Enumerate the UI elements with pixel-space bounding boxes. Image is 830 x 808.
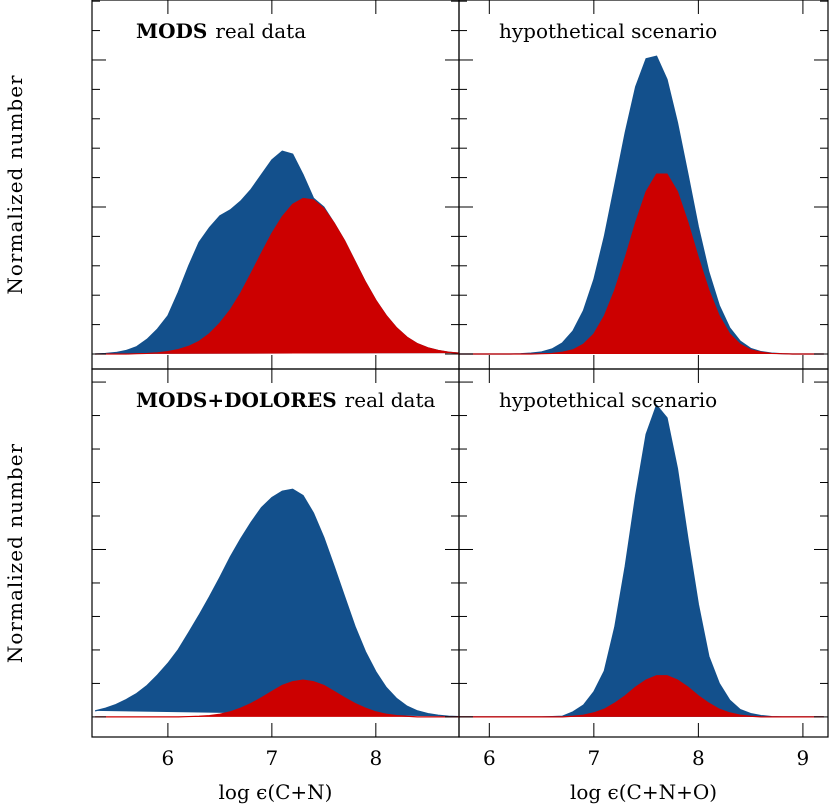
area (457, 173, 824, 355)
area (457, 403, 824, 718)
annotation: MODS real data (136, 19, 306, 43)
x-tick-label: 6 (483, 746, 496, 770)
x-axis-label: log ϵ(C+N+O) (570, 780, 717, 804)
area (94, 488, 460, 718)
annotation: hypothetical scenario (499, 19, 717, 43)
x-tick-label: 7 (587, 746, 600, 770)
x-tick-label: 8 (369, 746, 382, 770)
annotation-part: real data (215, 19, 306, 43)
x-tick-label: 6 (162, 746, 175, 770)
area (95, 679, 459, 718)
x-axis-label: log ϵ(C+N) (219, 780, 333, 804)
x-tick-label: 8 (692, 746, 705, 770)
x-tick-label: 9 (797, 746, 810, 770)
annotation-part: MODS (136, 19, 207, 43)
annotation: MODS+DOLORES real data (136, 388, 436, 412)
annotation-part: hypotethical scenario (499, 388, 717, 412)
x-tick-label: 7 (265, 746, 278, 770)
annotation-part: real data (345, 388, 436, 412)
y-axis-label: Normalized number (3, 443, 27, 663)
annotation-part: MODS+DOLORES (136, 388, 337, 412)
area (95, 197, 460, 355)
y-axis-label: Normalized number (3, 74, 27, 294)
annotation-part: hypothetical scenario (499, 19, 717, 43)
annotation: hypotethical scenario (499, 388, 717, 412)
panel-frame (458, 368, 829, 738)
area (457, 675, 824, 718)
